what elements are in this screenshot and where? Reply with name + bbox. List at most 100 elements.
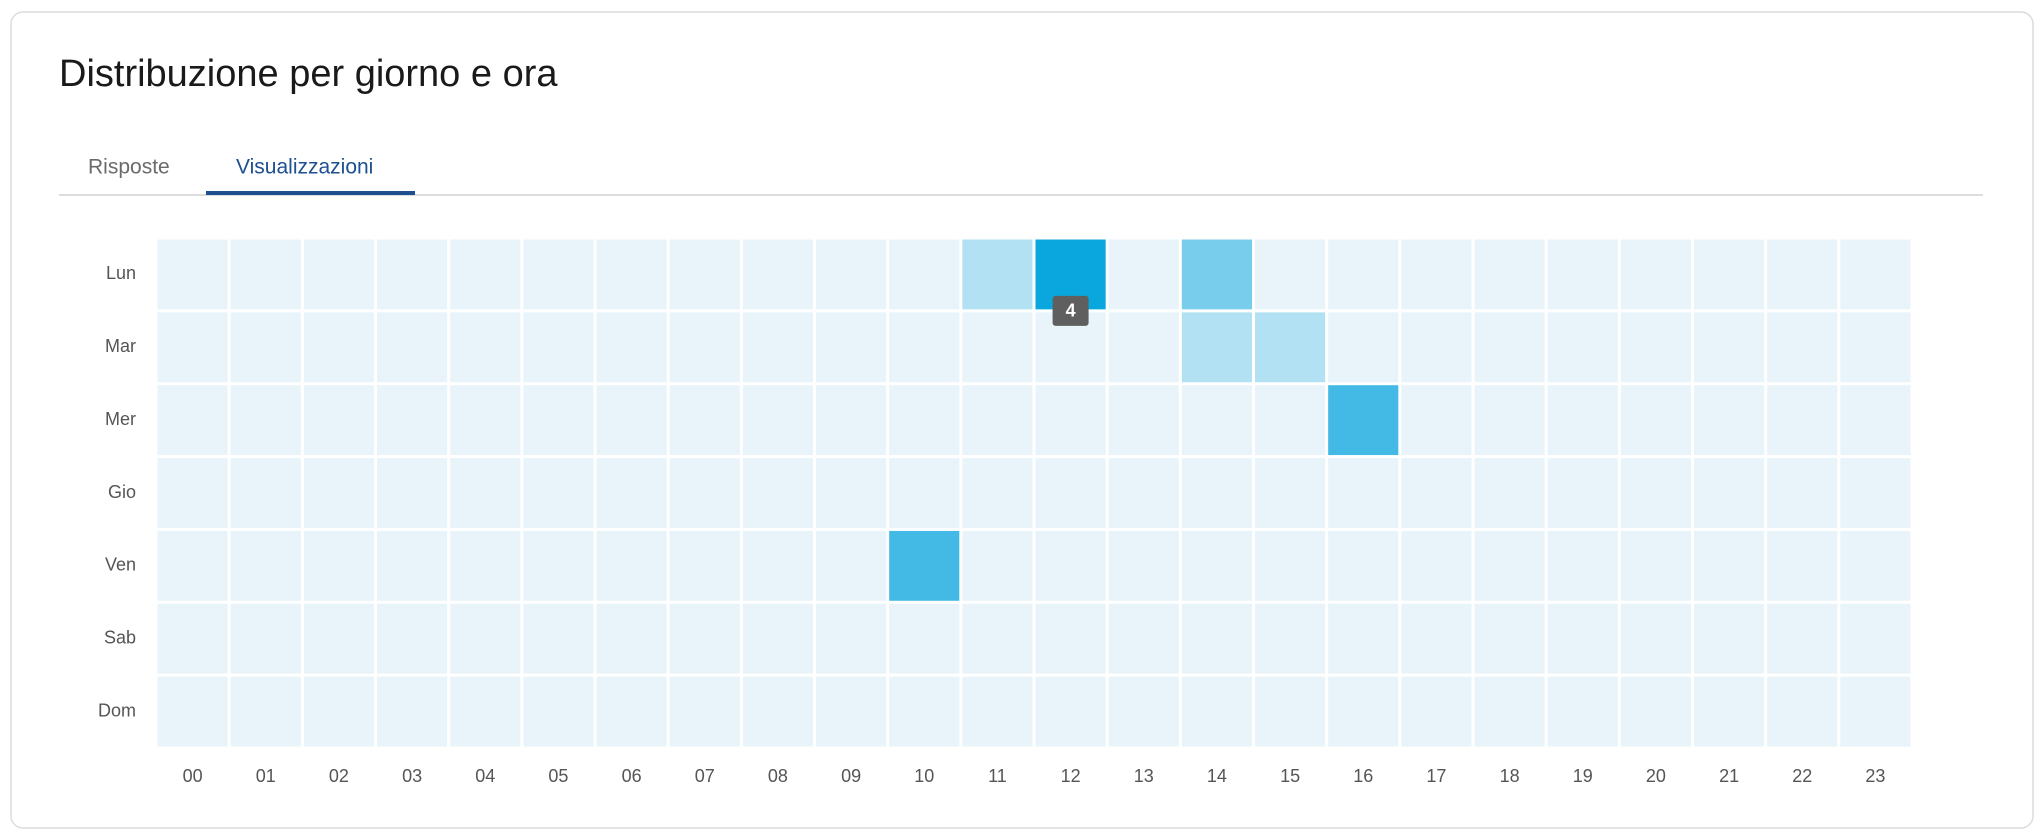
heat-cell[interactable] <box>1767 530 1838 601</box>
heat-cell[interactable] <box>962 458 1033 528</box>
heat-cell[interactable] <box>742 458 813 528</box>
heat-cell[interactable] <box>377 676 448 747</box>
heat-cell[interactable] <box>1547 239 1618 310</box>
heat-cell[interactable] <box>1840 676 1911 747</box>
heat-cell[interactable] <box>816 385 887 456</box>
heat-cell[interactable] <box>1474 458 1545 528</box>
heat-cell[interactable] <box>1035 530 1106 601</box>
heat-cell[interactable] <box>596 676 667 747</box>
heat-cell[interactable] <box>157 676 228 747</box>
heat-cell[interactable] <box>1255 530 1326 601</box>
heat-cell[interactable] <box>742 385 813 456</box>
heat-cell[interactable] <box>1181 312 1252 383</box>
heat-cell[interactable] <box>1108 603 1179 674</box>
heat-cell[interactable] <box>450 603 521 674</box>
heat-cell[interactable] <box>669 530 740 601</box>
heat-cell[interactable] <box>596 603 667 674</box>
heat-cell[interactable] <box>1620 385 1691 456</box>
heat-cell[interactable] <box>157 530 228 601</box>
heat-cell[interactable] <box>303 603 374 674</box>
heat-cell[interactable] <box>1474 603 1545 674</box>
heat-cell[interactable] <box>450 312 521 383</box>
heat-cell[interactable] <box>303 458 374 528</box>
heat-cell[interactable] <box>1401 239 1472 310</box>
heat-cell[interactable] <box>1840 530 1911 601</box>
heat-cell[interactable] <box>1694 458 1765 528</box>
heat-cell[interactable] <box>1620 676 1691 747</box>
heat-cell[interactable] <box>1547 312 1618 383</box>
heat-cell[interactable] <box>742 603 813 674</box>
heat-cell[interactable] <box>1181 458 1252 528</box>
heat-cell[interactable] <box>450 385 521 456</box>
heat-cell[interactable] <box>816 676 887 747</box>
heat-cell[interactable] <box>157 603 228 674</box>
heat-cell[interactable] <box>889 530 960 601</box>
heat-cell[interactable] <box>523 312 594 383</box>
heat-cell[interactable] <box>596 458 667 528</box>
heat-cell[interactable] <box>1694 312 1765 383</box>
heat-cell[interactable] <box>816 603 887 674</box>
heat-cell[interactable] <box>1035 385 1106 456</box>
heat-cell[interactable] <box>1328 458 1399 528</box>
heat-cell[interactable] <box>1035 458 1106 528</box>
heat-cell[interactable] <box>1620 239 1691 310</box>
heat-cell[interactable] <box>1255 458 1326 528</box>
heat-cell[interactable] <box>889 385 960 456</box>
heat-cell[interactable] <box>230 312 301 383</box>
heat-cell[interactable] <box>157 458 228 528</box>
heat-cell[interactable] <box>962 312 1033 383</box>
tab[interactable]: Risposte <box>88 156 170 179</box>
heat-cell[interactable] <box>1474 530 1545 601</box>
heat-cell[interactable] <box>1181 385 1252 456</box>
heat-cell[interactable] <box>1401 458 1472 528</box>
heat-cell[interactable] <box>1840 312 1911 383</box>
heat-cell[interactable] <box>669 603 740 674</box>
heat-cell[interactable] <box>523 458 594 528</box>
heat-cell[interactable] <box>1767 603 1838 674</box>
heat-cell[interactable] <box>450 530 521 601</box>
heat-cell[interactable] <box>1620 530 1691 601</box>
heat-cell[interactable] <box>303 530 374 601</box>
heat-cell[interactable] <box>962 530 1033 601</box>
heat-cell[interactable] <box>1401 385 1472 456</box>
heat-cell[interactable] <box>1181 239 1252 310</box>
heat-cell[interactable] <box>816 312 887 383</box>
heat-cell[interactable] <box>1328 530 1399 601</box>
heat-cell[interactable] <box>230 530 301 601</box>
heat-cell[interactable] <box>377 603 448 674</box>
heat-cell[interactable] <box>962 385 1033 456</box>
heat-cell[interactable] <box>742 676 813 747</box>
heat-cell[interactable] <box>1840 239 1911 310</box>
heat-cell[interactable] <box>1620 603 1691 674</box>
heat-cell[interactable] <box>889 312 960 383</box>
heat-cell[interactable] <box>1255 676 1326 747</box>
heat-cell[interactable] <box>377 239 448 310</box>
heat-cell[interactable] <box>1694 239 1765 310</box>
heat-cell[interactable] <box>303 676 374 747</box>
heat-cell[interactable] <box>1108 530 1179 601</box>
heat-cell[interactable] <box>1181 530 1252 601</box>
heat-cell[interactable] <box>157 239 228 310</box>
heat-cell[interactable] <box>889 239 960 310</box>
heat-cell[interactable] <box>1035 676 1106 747</box>
heat-cell[interactable] <box>1620 312 1691 383</box>
heat-cell[interactable] <box>1181 676 1252 747</box>
heat-cell[interactable] <box>377 312 448 383</box>
heat-cell[interactable] <box>1767 676 1838 747</box>
heat-cell[interactable] <box>1401 312 1472 383</box>
heat-cell[interactable] <box>816 458 887 528</box>
heat-cell[interactable] <box>1108 385 1179 456</box>
heat-cell[interactable] <box>1840 458 1911 528</box>
heat-cell[interactable] <box>157 385 228 456</box>
heat-cell[interactable] <box>303 312 374 383</box>
heat-cell[interactable] <box>889 458 960 528</box>
heat-cell[interactable] <box>230 676 301 747</box>
heat-cell[interactable] <box>230 385 301 456</box>
heat-cell[interactable] <box>377 530 448 601</box>
heat-cell[interactable] <box>1401 530 1472 601</box>
heat-cell[interactable] <box>669 676 740 747</box>
heat-cell[interactable] <box>1694 603 1765 674</box>
heat-cell[interactable] <box>596 239 667 310</box>
heat-cell[interactable] <box>816 239 887 310</box>
heat-cell[interactable] <box>596 385 667 456</box>
